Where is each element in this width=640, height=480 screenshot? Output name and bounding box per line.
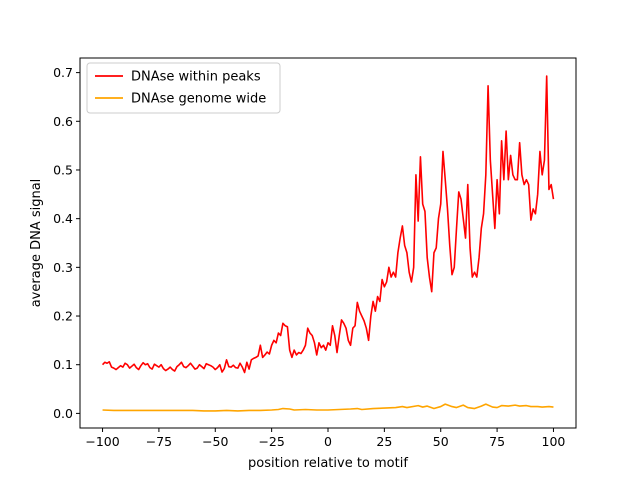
legend: DNAse within peaks DNAse genome wide [86, 62, 281, 114]
y-tick-label: 0.4 [53, 211, 73, 226]
x-axis-label: position relative to motif [248, 456, 408, 471]
y-tick-label: 0.6 [53, 114, 73, 129]
legend-box [86, 62, 281, 114]
y-tick-label: 0.2 [53, 309, 73, 324]
x-tick-label: 100 [542, 434, 566, 449]
y-tick-label: 0.7 [53, 65, 73, 80]
legend-label-dnase-within-peaks: DNAse within peaks [131, 70, 261, 85]
series-line-dnase-within-peaks [101, 75, 555, 374]
y-tick-label: 0.1 [53, 357, 73, 372]
x-tick-label: −75 [146, 434, 172, 449]
y-tick-label: 0.5 [53, 162, 73, 177]
x-tick-label: 50 [433, 434, 449, 449]
x-tick-label: 75 [489, 434, 505, 449]
y-axis-label: average DNA signal [29, 179, 44, 308]
plot-lines [101, 75, 555, 412]
x-tick-label: −50 [202, 434, 228, 449]
x-tick-label: −25 [258, 434, 284, 449]
x-tick-label: 25 [376, 434, 392, 449]
y-tick-label: 0.3 [53, 260, 73, 275]
y-axis-ticks: 0.0 0.1 0.2 0.3 0.4 0.5 0.6 0.7 [53, 65, 80, 421]
series-line-dnase-genome-wide [102, 403, 554, 412]
x-tick-label: −100 [85, 434, 119, 449]
legend-label-dnase-genome-wide: DNAse genome wide [131, 92, 266, 107]
x-axis-ticks: −100 −75 −50 −25 0 25 50 75 100 [85, 428, 565, 449]
x-tick-label: 0 [324, 434, 332, 449]
y-tick-label: 0.0 [53, 406, 73, 421]
